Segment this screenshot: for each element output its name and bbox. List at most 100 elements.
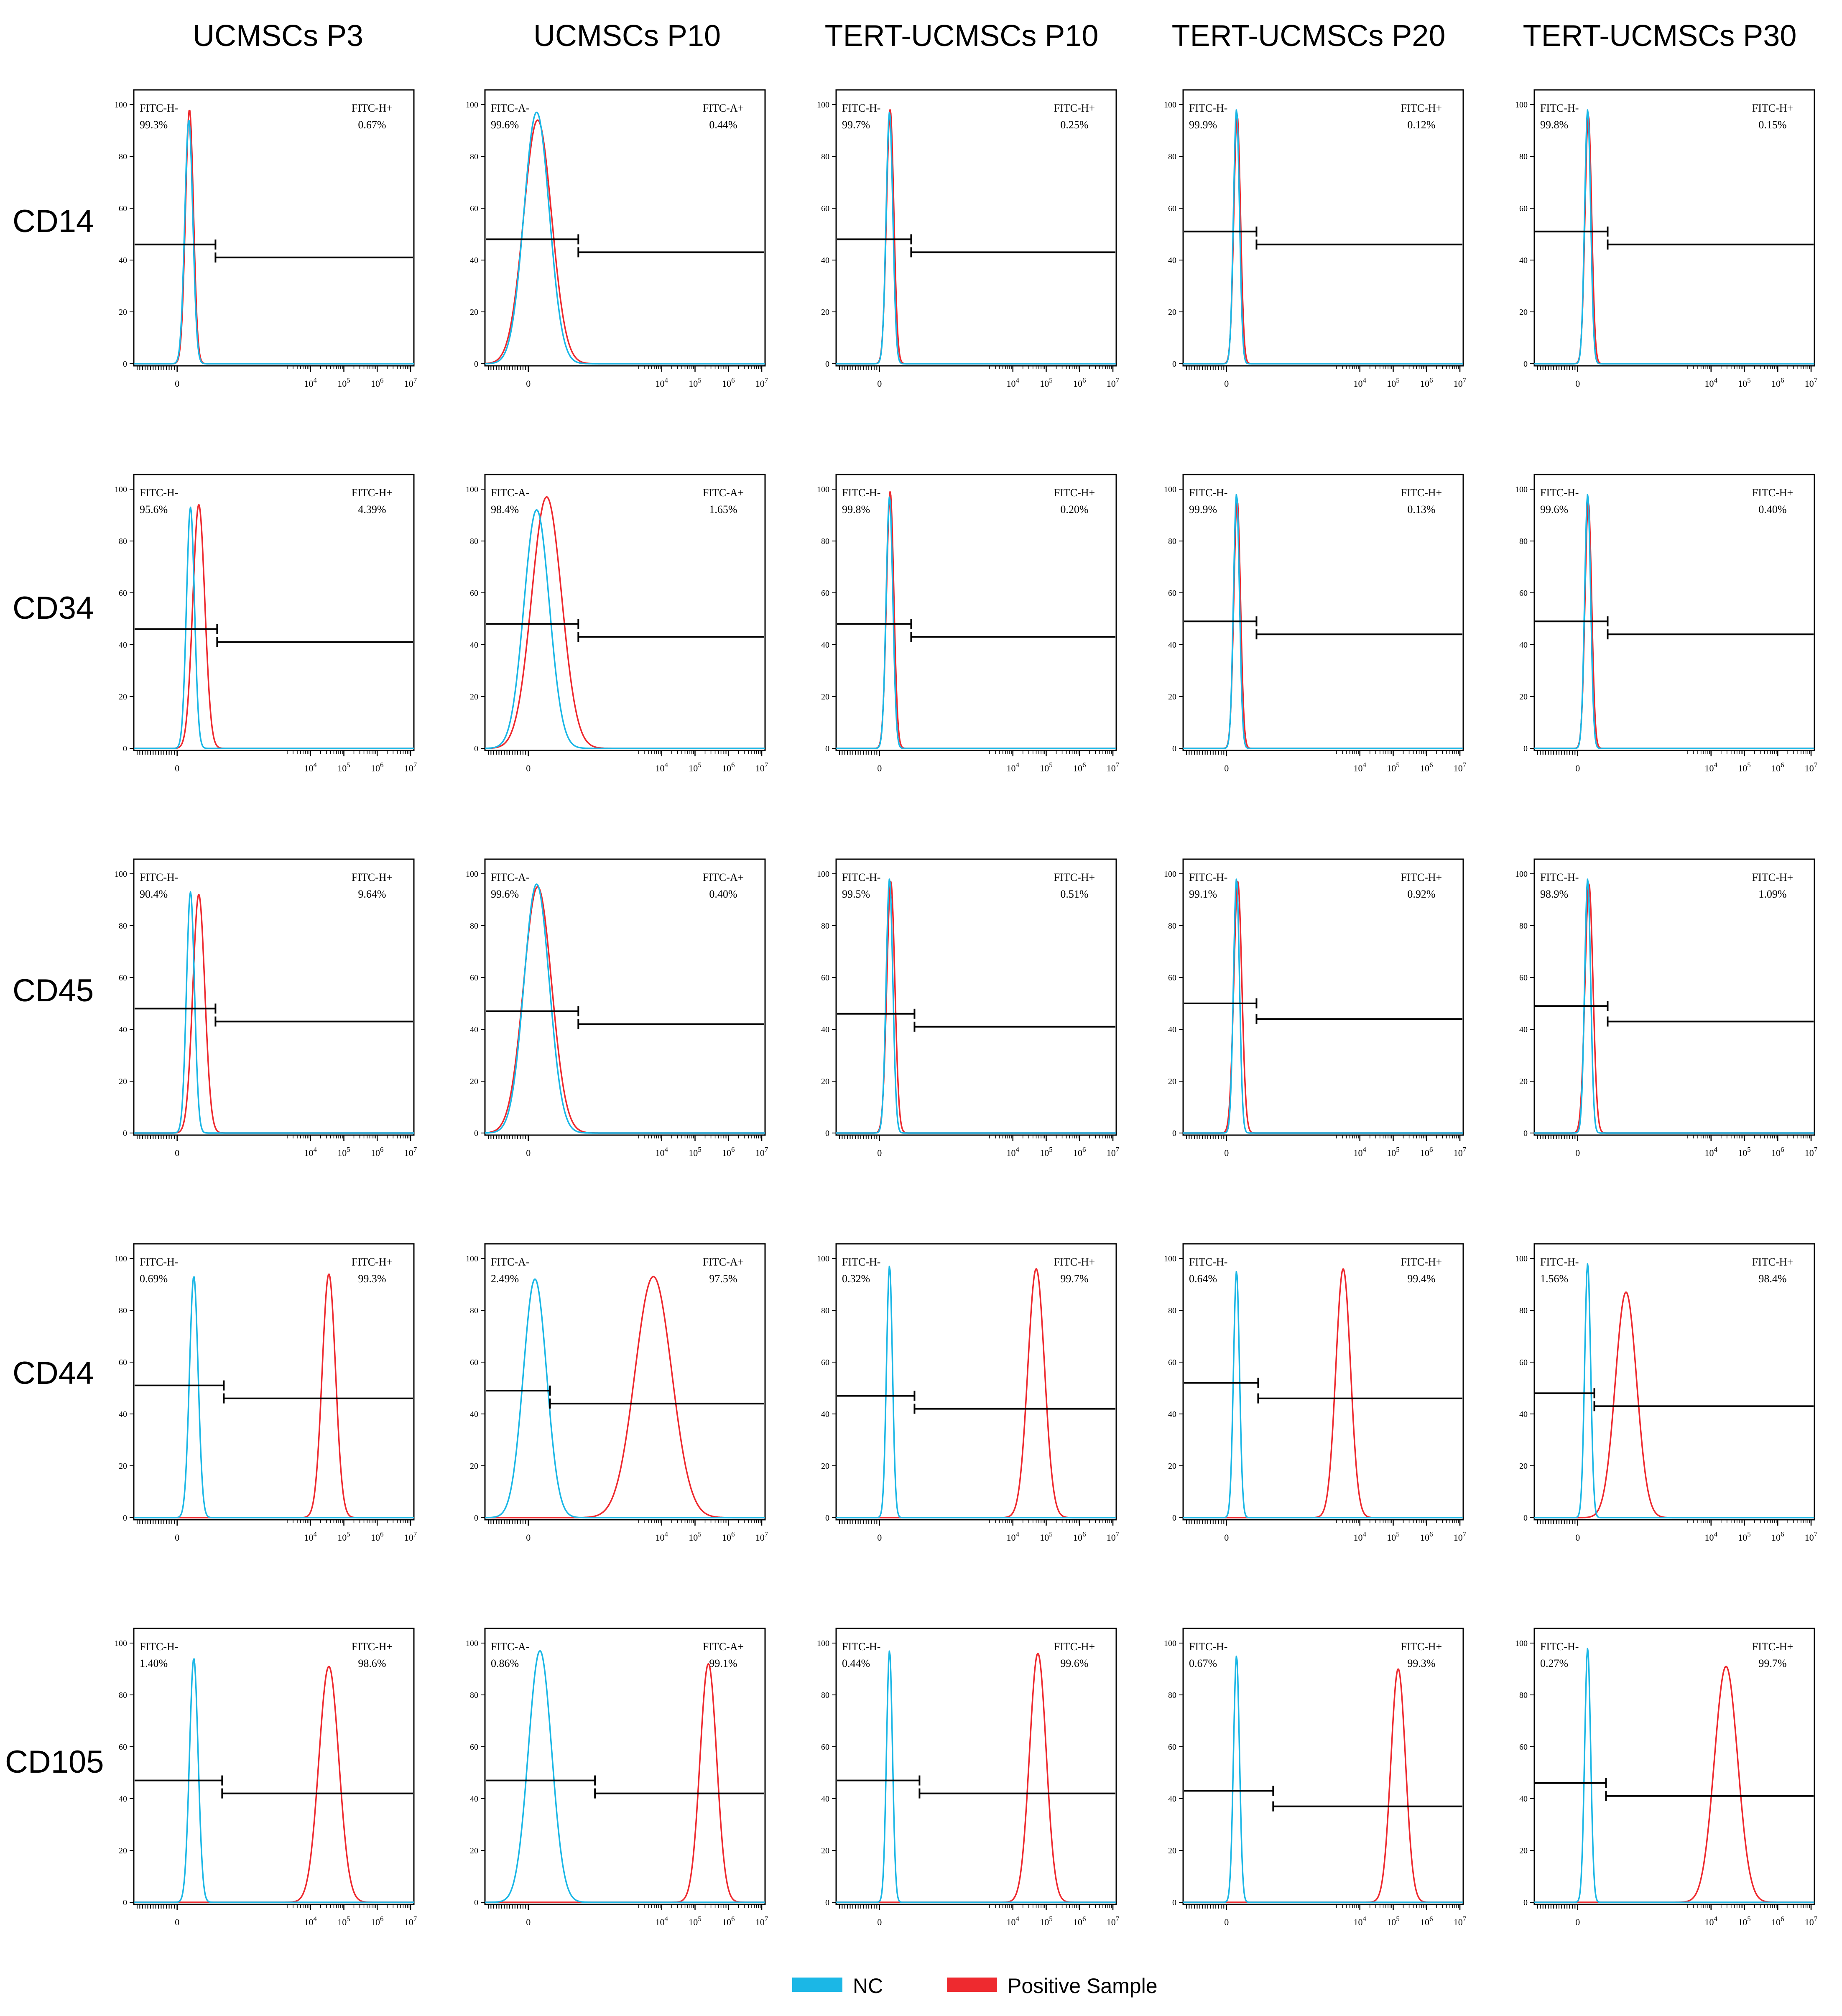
x-tick-base: 10 bbox=[1420, 378, 1429, 389]
x-tick-base: 10 bbox=[1387, 763, 1396, 773]
x-tick-base: 10 bbox=[371, 1917, 380, 1927]
x-tick-base: 10 bbox=[1420, 1917, 1429, 1927]
x-tick-label: 104 bbox=[1353, 1146, 1366, 1158]
y-tick-label: 40 bbox=[470, 641, 478, 650]
plot-frame bbox=[484, 858, 766, 1136]
x-tick-exponent: 6 bbox=[1429, 1146, 1433, 1153]
y-tick-label: 20 bbox=[119, 308, 127, 317]
x-tick-exponent: 7 bbox=[413, 1915, 417, 1923]
positive-gate-percent: 0.51% bbox=[1060, 888, 1088, 900]
x-tick-label: 107 bbox=[755, 761, 768, 773]
negative-gate-percent: 98.4% bbox=[491, 503, 519, 515]
plot-frame bbox=[133, 89, 415, 367]
nc-curve bbox=[836, 112, 1117, 365]
positive-gate-percent: 9.64% bbox=[358, 888, 386, 900]
x-tick-label: 106 bbox=[722, 1915, 735, 1927]
negative-gate-percent: 98.9% bbox=[1540, 888, 1568, 900]
y-tick-label: 80 bbox=[1168, 1691, 1176, 1700]
x-tick-exponent: 5 bbox=[1747, 1915, 1751, 1923]
positive-sample-curve bbox=[1183, 499, 1464, 749]
x-tick-base: 10 bbox=[1771, 1917, 1781, 1927]
x-tick-base: 10 bbox=[1704, 378, 1714, 389]
row-title: CD34 bbox=[13, 590, 94, 626]
y-tick-label: 100 bbox=[466, 870, 478, 879]
y-tick-label: 100 bbox=[115, 870, 127, 879]
y-tick-label: 40 bbox=[1519, 1025, 1528, 1034]
y-tick-label: 40 bbox=[470, 1794, 478, 1804]
y-tick-label: 20 bbox=[1168, 1462, 1176, 1471]
y-tick-label: 20 bbox=[119, 1077, 127, 1086]
plot-frame bbox=[835, 1243, 1117, 1521]
x-tick-exponent: 6 bbox=[1781, 1146, 1784, 1153]
negative-gate-percent: 99.3% bbox=[140, 119, 168, 131]
x-tick-exponent: 7 bbox=[1463, 1530, 1467, 1538]
x-tick-label: 107 bbox=[404, 761, 417, 773]
x-tick-label: 104 bbox=[1006, 761, 1019, 773]
positive-gate-label: FITC-A+ bbox=[703, 102, 744, 114]
y-tick-label: 80 bbox=[1519, 1306, 1528, 1315]
x-tick-label: 105 bbox=[1040, 1530, 1053, 1543]
x-tick-label: 0 bbox=[877, 1148, 882, 1158]
negative-gate-percent: 0.64% bbox=[1189, 1273, 1217, 1285]
x-tick-base: 10 bbox=[337, 378, 347, 389]
x-tick-exponent: 4 bbox=[1015, 1530, 1019, 1538]
x-tick-exponent: 5 bbox=[347, 1915, 350, 1923]
x-tick-label: 107 bbox=[1107, 1530, 1120, 1543]
y-tick-label: 80 bbox=[470, 152, 478, 161]
x-tick-label: 106 bbox=[1771, 1530, 1784, 1543]
y-tick-label: 0 bbox=[1523, 360, 1528, 369]
positive-gate-percent: 4.39% bbox=[358, 503, 386, 515]
x-tick-base: 10 bbox=[304, 1148, 313, 1158]
x-tick-label: 107 bbox=[1454, 761, 1467, 773]
x-tick-base: 10 bbox=[337, 1148, 347, 1158]
x-tick-base: 10 bbox=[1805, 1532, 1814, 1543]
plot-frame bbox=[133, 1628, 415, 1905]
y-tick-label: 100 bbox=[817, 870, 829, 879]
x-tick-base: 0 bbox=[1575, 1148, 1580, 1158]
negative-gate-label: FITC-H- bbox=[1189, 1256, 1227, 1268]
y-tick-label: 20 bbox=[1519, 1462, 1528, 1471]
x-tick-base: 10 bbox=[1353, 1532, 1362, 1543]
positive-sample-curve bbox=[1534, 883, 1815, 1134]
negative-gate-label: FITC-A- bbox=[491, 1641, 529, 1653]
x-tick-label: 104 bbox=[1353, 376, 1366, 389]
positive-gate-percent: 0.12% bbox=[1407, 119, 1435, 131]
plot-frame bbox=[1533, 1243, 1815, 1521]
x-tick-exponent: 7 bbox=[1116, 1530, 1120, 1538]
x-tick-base: 10 bbox=[1704, 1917, 1714, 1927]
x-tick-base: 10 bbox=[722, 763, 731, 773]
positive-gate-label: FITC-H+ bbox=[1054, 1641, 1095, 1653]
x-tick-base: 10 bbox=[1006, 1148, 1015, 1158]
x-tick-base: 10 bbox=[1387, 1917, 1396, 1927]
y-tick-label: 80 bbox=[470, 1306, 478, 1315]
x-tick-exponent: 4 bbox=[1015, 376, 1019, 384]
y-tick-label: 60 bbox=[821, 1358, 829, 1367]
legend: NC Positive Sample bbox=[792, 1974, 1158, 1998]
y-tick-label: 80 bbox=[470, 537, 478, 546]
y-tick-label: 0 bbox=[474, 360, 478, 369]
plot-frame bbox=[1182, 858, 1464, 1136]
x-tick-base: 0 bbox=[1575, 763, 1580, 773]
negative-gate-label: FITC-H- bbox=[1540, 871, 1579, 883]
y-tick-label: 40 bbox=[821, 1794, 829, 1804]
y-tick-label: 0 bbox=[1172, 1513, 1176, 1523]
y-tick-label: 40 bbox=[821, 256, 829, 265]
y-tick-label: 100 bbox=[1164, 100, 1176, 110]
negative-gate-label: FITC-H- bbox=[842, 1256, 880, 1268]
x-tick-exponent: 6 bbox=[731, 376, 735, 384]
x-tick-base: 10 bbox=[655, 378, 664, 389]
positive-gate-percent: 0.44% bbox=[709, 119, 737, 131]
x-tick-exponent: 4 bbox=[313, 761, 317, 769]
x-tick-exponent: 5 bbox=[698, 1530, 702, 1538]
x-tick-exponent: 7 bbox=[1814, 761, 1818, 769]
positive-gate-label: FITC-H+ bbox=[1054, 487, 1095, 499]
y-tick-label: 100 bbox=[115, 485, 127, 494]
y-tick-label: 100 bbox=[1515, 1639, 1528, 1648]
nc-curve bbox=[133, 1658, 414, 1903]
x-tick-exponent: 6 bbox=[1082, 1146, 1086, 1153]
y-tick-label: 0 bbox=[474, 1129, 478, 1138]
nc-legend-swatch bbox=[792, 1978, 842, 1992]
x-tick-exponent: 5 bbox=[347, 376, 350, 384]
y-tick-label: 0 bbox=[1172, 1898, 1176, 1907]
